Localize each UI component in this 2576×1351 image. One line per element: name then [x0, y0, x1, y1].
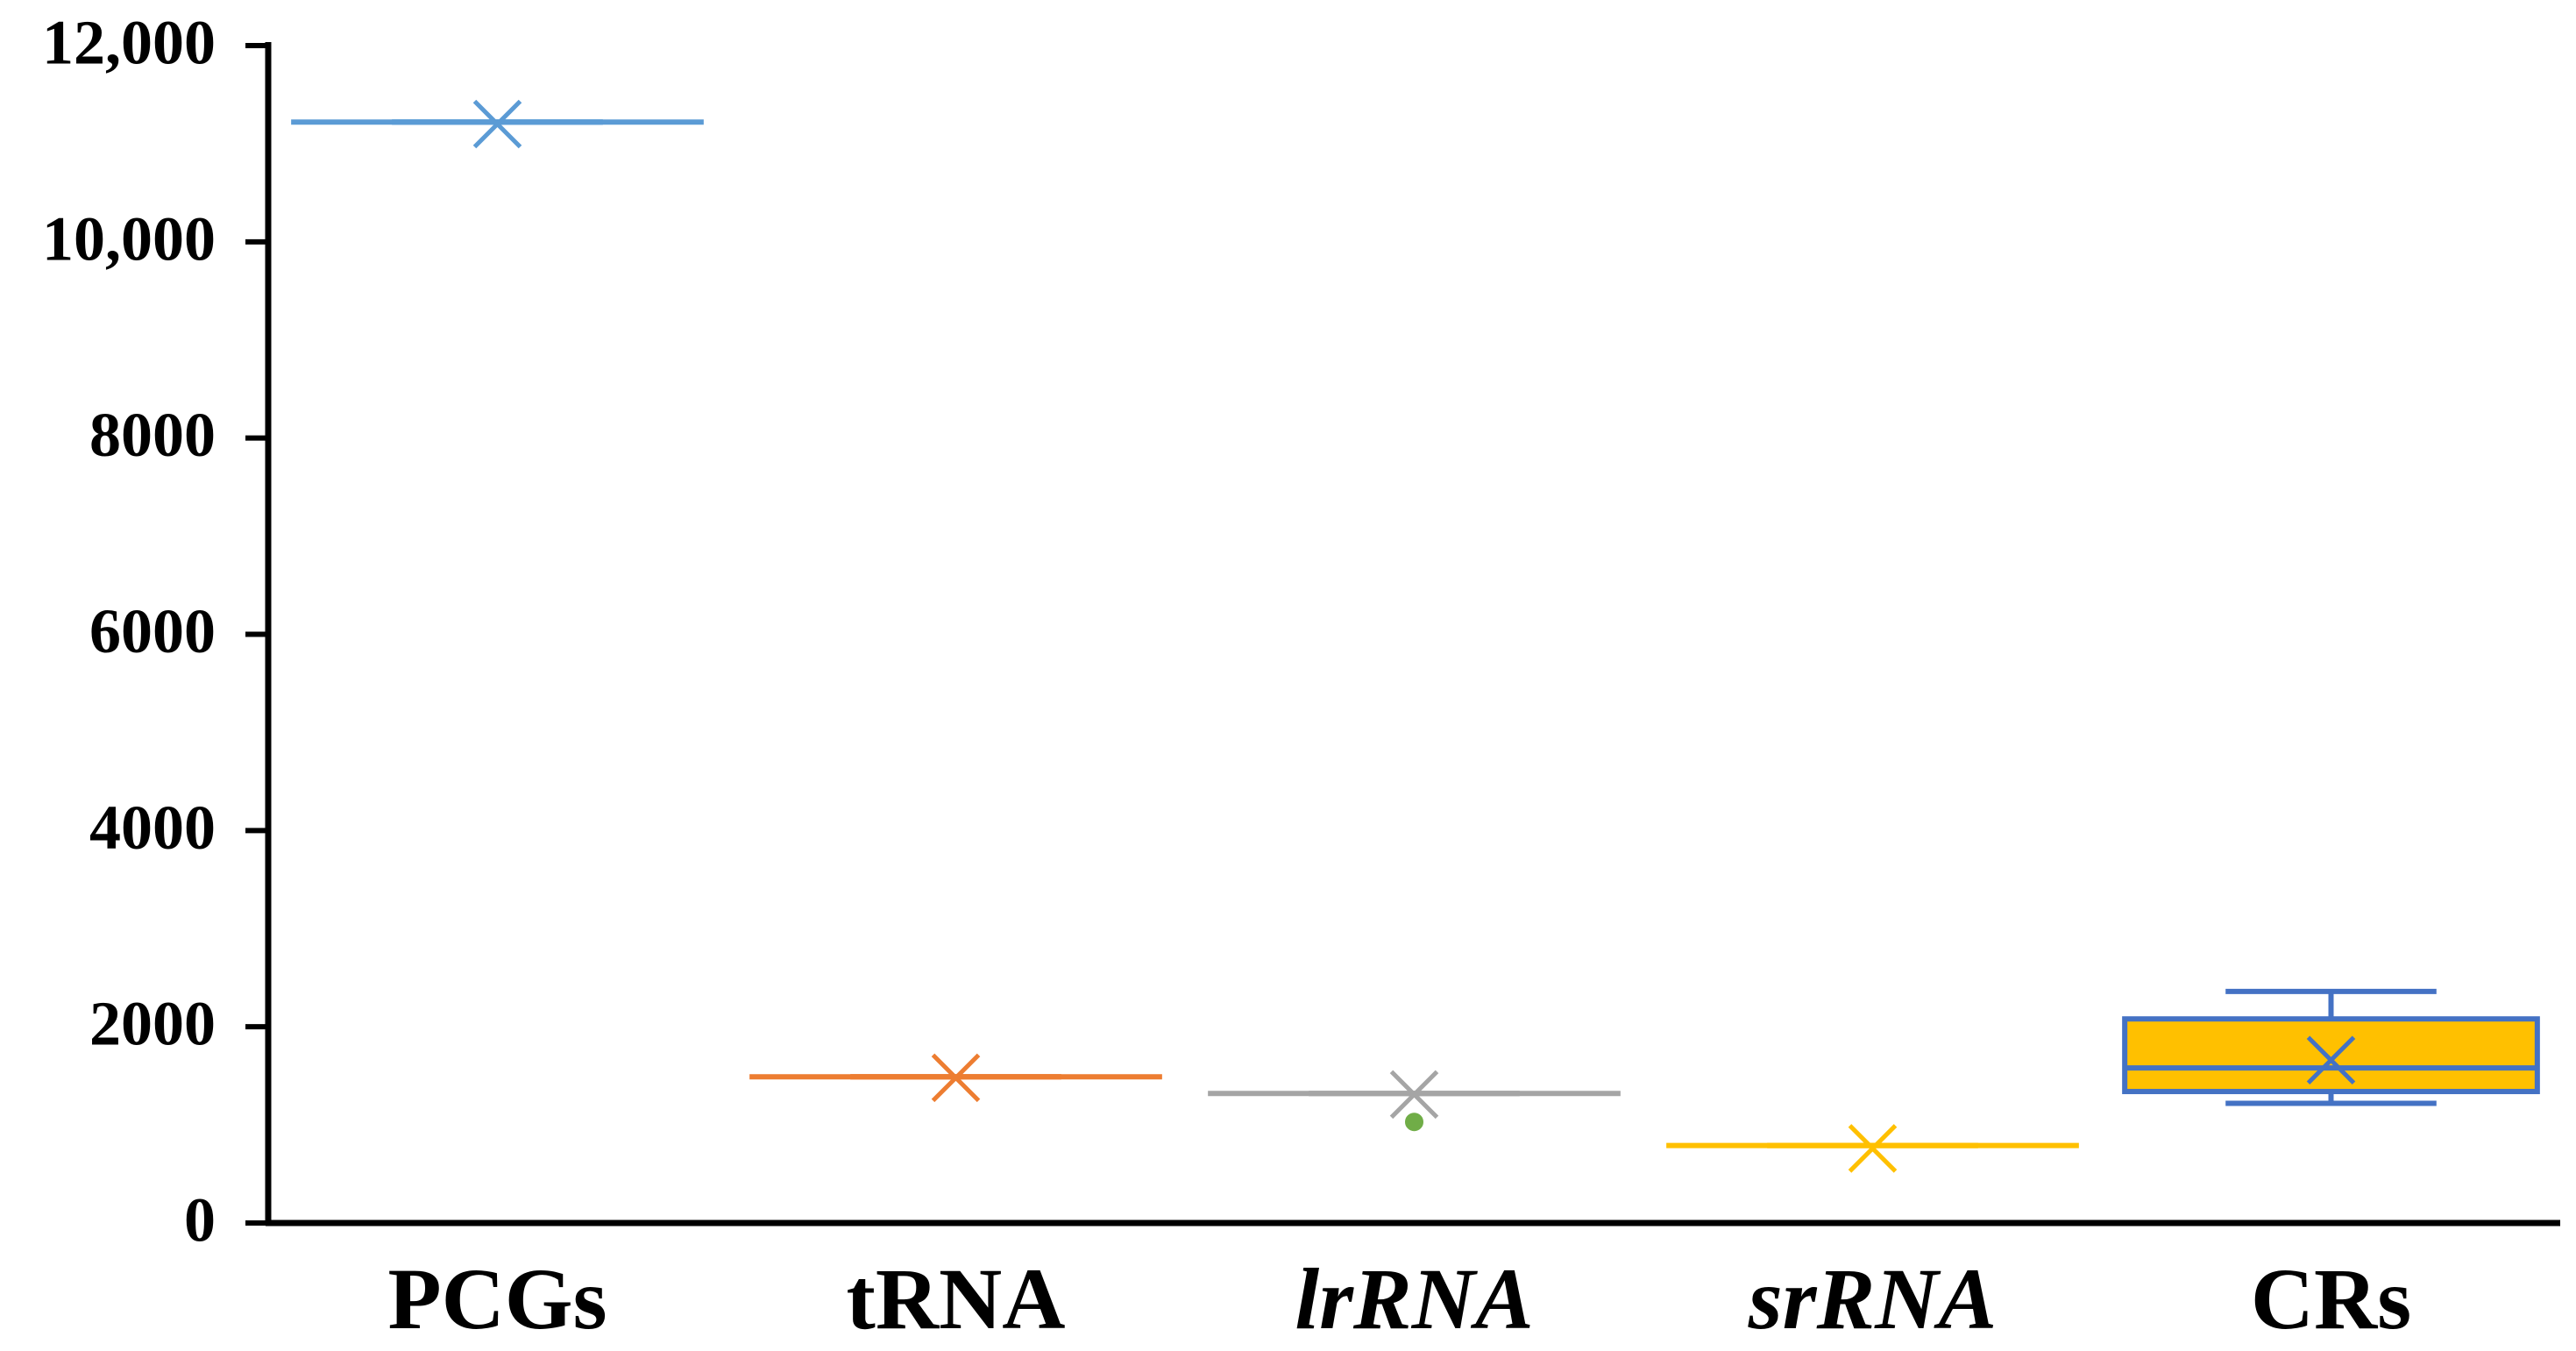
- mean-marker: [1389, 1070, 1439, 1120]
- x-tick-label: PCGs: [388, 1250, 607, 1347]
- y-tick-label: 0: [184, 1185, 216, 1255]
- y-tick-label: 6000: [89, 596, 216, 666]
- y-tick-label: 8000: [89, 400, 216, 470]
- mean-marker: [1848, 1124, 1898, 1173]
- y-tick-label: 10,000: [42, 203, 216, 274]
- outlier: [1402, 1110, 1426, 1134]
- mean-marker: [931, 1053, 981, 1103]
- box: [2122, 1016, 2540, 1095]
- x-tick-label: srRNA: [1748, 1250, 1997, 1347]
- y-tick-label: 2000: [89, 989, 216, 1059]
- y-tick-label: 4000: [89, 793, 216, 863]
- y-tick-label: 12,000: [42, 8, 216, 78]
- x-tick-label: tRNA: [847, 1250, 1066, 1347]
- mean-marker: [472, 99, 522, 149]
- x-tick-label: lrRNA: [1295, 1250, 1533, 1347]
- x-tick-label: CRs: [2251, 1250, 2411, 1347]
- mean-marker: [2306, 1035, 2356, 1084]
